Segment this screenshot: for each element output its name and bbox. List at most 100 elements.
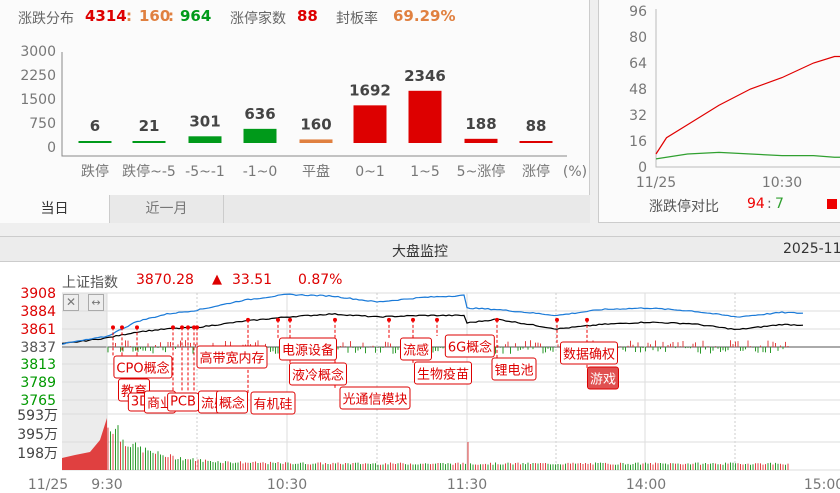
bar-value-label: 6 [90, 117, 100, 135]
event-label[interactable]: CPO概念 [113, 355, 173, 379]
y-tick-label: 750 [29, 116, 56, 132]
category-label: 涨停 [522, 163, 550, 180]
monitor-header: 大盘监控 2025-11 [0, 236, 840, 262]
monitor-date: 2025-11 [783, 241, 840, 257]
preopen-volume [62, 418, 107, 470]
category-label: 跌停 [81, 163, 109, 180]
x-tick-label: 15:00 [804, 477, 840, 493]
bar [299, 139, 333, 143]
y-tick-label: 3861 [20, 322, 56, 338]
event-marker [111, 325, 115, 330]
event-label[interactable]: 流感 [399, 337, 433, 361]
index-line [61, 313, 804, 344]
bar [353, 105, 387, 143]
unit-label: (%) [563, 164, 587, 180]
event-label[interactable]: 高带宽内存 [196, 345, 268, 369]
bar-value-label: 21 [139, 117, 160, 135]
y-tick-label: 3884 [20, 304, 56, 320]
event-label[interactable]: 锂电池 [491, 357, 537, 381]
event-marker [288, 317, 292, 322]
tab-month[interactable]: 近一月 [110, 195, 224, 223]
event-marker [411, 317, 415, 322]
event-marker [195, 325, 199, 330]
event-marker [495, 317, 499, 322]
x-tick-label: 11:30 [447, 477, 487, 493]
sep: : [168, 7, 174, 25]
legend-up: 94 [747, 196, 765, 212]
index-change: 33.51 [232, 272, 273, 288]
limit-label: 涨停家数 [230, 11, 286, 27]
event-label[interactable]: 电源设备 [278, 337, 338, 361]
x-tick-label: 14:00 [626, 477, 666, 493]
close-icon[interactable]: ✕ [63, 294, 79, 311]
limit-compare-chart: 96 80 64 48 32 16 011/25 10:30 [629, 4, 840, 191]
event-marker [246, 317, 250, 322]
x-tick-label: 11/25 [28, 477, 68, 493]
event-marker [120, 325, 124, 330]
bar [78, 141, 112, 143]
event-label[interactable]: 概念 [215, 390, 249, 414]
y-tick-label: 3789 [20, 375, 56, 391]
event-label[interactable]: 有机硅 [250, 391, 296, 415]
y-tick-label: 0 [47, 140, 56, 156]
event-label[interactable]: 生物疫苗 [413, 361, 473, 385]
category-label: 5~涨停 [457, 163, 506, 180]
flat-count: 160 [139, 7, 171, 25]
event-label[interactable]: 数据确权 [559, 341, 619, 365]
volume-tick-label: 593万 [17, 408, 58, 424]
legend-label: 涨跌停对比 [649, 199, 719, 215]
dist-label: 涨跌分布 [18, 11, 74, 27]
event-marker [585, 317, 589, 322]
limit-compare-panel: 96 80 64 48 32 16 0 11/25 10:30 涨跌停对比 94 : 7 [598, 0, 840, 223]
event-marker [276, 317, 280, 322]
distribution-bar-chart: 3000 2250 1500 750 0 6 跌停 21 跌停~-5 301 -5~-1 636 -1~… [20, 44, 587, 180]
y-tick-label: 32 [629, 108, 647, 124]
bar-value-label: 160 [300, 115, 331, 133]
index-value: 3870.28 [136, 272, 194, 288]
y-tick-label: 48 [629, 82, 647, 98]
category-label: -1~0 [243, 164, 278, 180]
volume-tick-label: 395万 [17, 427, 58, 443]
y-tick-label: 3837 [20, 340, 56, 356]
legend-sep: : [767, 196, 772, 212]
event-label[interactable]: 光通信模块 [339, 386, 411, 410]
event-marker [135, 325, 139, 330]
y-tick-label: 96 [629, 4, 647, 20]
bar [243, 128, 277, 143]
volume-tick-label: 198万 [17, 446, 58, 462]
expand-horizontal-icon[interactable]: ↔ [88, 294, 104, 311]
bar-value-label: 88 [526, 117, 547, 135]
bar [132, 141, 166, 143]
y-tick-label: 0 [638, 160, 647, 176]
bar [188, 136, 222, 143]
category-label: 平盘 [302, 163, 330, 180]
event-label[interactable]: 游戏 [586, 366, 620, 390]
sep: : [126, 7, 132, 25]
event-label[interactable]: 液冷概念 [288, 362, 348, 386]
event-marker [186, 325, 190, 330]
x-tick-label: 10:30 [762, 175, 802, 191]
seal-label: 封板率 [336, 11, 378, 27]
seal-rate: 69.29% [393, 7, 456, 25]
bar-value-label: 301 [189, 112, 220, 130]
event-marker [192, 325, 196, 330]
tab-today[interactable]: 当日 [0, 195, 110, 223]
index-pct: 0.87% [298, 272, 343, 288]
category-label: 0~1 [355, 164, 385, 180]
down-count: 964 [180, 7, 212, 25]
event-label[interactable]: 6G概念 [444, 334, 496, 358]
y-tick-label: 3000 [20, 44, 56, 60]
event-marker [333, 317, 337, 322]
category-label: 1~5 [410, 164, 440, 180]
up-limit-line [655, 55, 840, 155]
y-tick-label: 2250 [20, 68, 56, 84]
x-tick-label: 10:30 [267, 477, 307, 493]
y-tick-label: 80 [629, 30, 647, 46]
bar-value-label: 636 [244, 105, 275, 123]
event-marker [387, 317, 391, 322]
event-label[interactable]: PCB [167, 392, 199, 412]
x-tick-label: 9:30 [91, 477, 122, 493]
y-tick-label: 3765 [20, 393, 56, 409]
index-name: 上证指数 [62, 275, 118, 291]
